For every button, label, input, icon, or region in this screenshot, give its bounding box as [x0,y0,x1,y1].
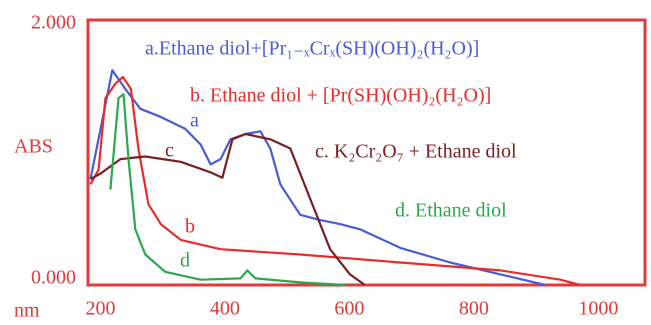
y-tick-label: 2.000 [31,12,76,34]
x-tick-label: 800 [459,298,489,320]
legend-label: c. K₂Cr₂O₇ + Ethane diol [315,141,517,163]
legend-label: a.Ethane diol+[Pr₁₋ₓCrₓ(SH)(OH)₂(H₂O)] [145,38,479,60]
curve-label: a [190,110,199,132]
y-axis-label: ABS [14,136,53,158]
series-line [89,75,581,287]
curve-label: d [180,250,190,272]
x-axis-label: nm [14,300,40,322]
series-line [109,93,346,287]
plot-frame [86,18,647,287]
x-tick-label: 1000 [578,298,618,320]
series-line [89,69,546,287]
y-tick-label: 0.000 [31,267,76,289]
legend-label: b. Ethane diol + [Pr(SH)(OH)₂(H₂O)] [190,85,491,107]
curve-label: c [165,140,174,162]
legend-label: d. Ethane diol [395,200,507,222]
curve-label: b [185,216,195,238]
x-tick-label: 200 [85,298,115,320]
x-tick-label: 600 [334,298,364,320]
x-tick-label: 400 [210,298,240,320]
